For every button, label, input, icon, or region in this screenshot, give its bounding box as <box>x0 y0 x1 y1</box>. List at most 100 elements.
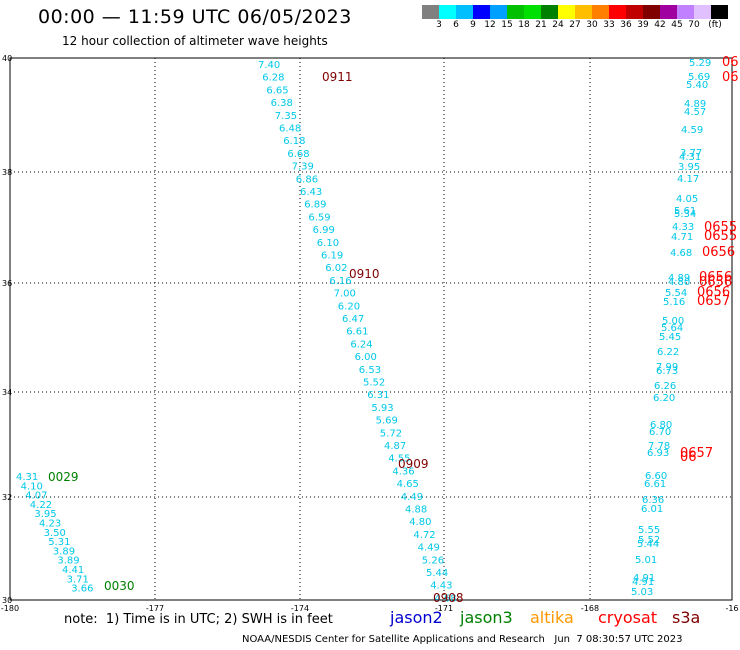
wave-height-value: 7.40 <box>258 60 280 71</box>
map-title: 00:00 — 11:59 UTC 06/05/2023 <box>38 6 352 28</box>
scale-tick-label: 12 <box>484 20 496 30</box>
wave-height-value: 6.24 <box>350 339 372 350</box>
scale-tick-label: 27 <box>569 20 581 30</box>
wave-height-value: 6.19 <box>321 251 343 262</box>
wave-height-value: 6.16 <box>329 276 351 287</box>
wave-height-value: 4.59 <box>681 125 703 136</box>
wave-height-value: 6.20 <box>653 393 675 404</box>
wave-height-value: 4.87 <box>384 441 406 452</box>
x-tick-label: -180 <box>1 604 19 613</box>
wave-height-value: 5.00 <box>662 316 684 327</box>
wave-height-value: 5.54 <box>665 288 687 299</box>
x-tick-label: -174 <box>291 604 309 613</box>
wave-height-value: 6.80 <box>650 420 672 431</box>
scale-tick-label: 33 <box>603 20 615 30</box>
scale-swatch <box>711 5 728 19</box>
scale-tick-label: 42 <box>654 20 666 30</box>
wave-height-value: 4.68 <box>670 248 692 259</box>
wave-height-value: 6.00 <box>355 352 377 363</box>
scale-tick-label: 15 <box>501 20 513 30</box>
y-tick-label: 38 <box>2 168 12 177</box>
pass-time-label: 06 <box>722 55 739 70</box>
x-tick-label: -168 <box>581 604 599 613</box>
pass-time-label: 0029 <box>48 470 79 484</box>
satellite-altika: altika <box>530 608 574 627</box>
scale-tick-label: 30 <box>586 20 598 30</box>
wave-height-value: 4.68 <box>434 593 456 604</box>
pass-time-label: 0657 <box>680 446 713 461</box>
satellite-cryosat: cryosat <box>598 608 658 627</box>
wave-height-value: 4.71 <box>671 232 693 243</box>
scale-swatch <box>575 5 592 19</box>
wave-height-value: 6.31 <box>367 390 389 401</box>
wave-height-value: 4.80 <box>409 517 431 528</box>
y-tick-label: 30 <box>2 596 12 605</box>
y-tick-label: 34 <box>2 388 12 397</box>
scale-swatch <box>439 5 456 19</box>
map-subtitle: 12 hour collection of altimeter wave hei… <box>62 34 328 48</box>
wave-height-value: 4.05 <box>676 194 698 205</box>
wave-height-value: 6.47 <box>342 314 364 325</box>
scale-swatch <box>541 5 558 19</box>
map-frame <box>9 57 733 601</box>
wave-height-value: 4.43 <box>430 581 452 592</box>
wave-height-value: 3.95 <box>678 162 700 173</box>
wave-height-value: 4.23 <box>39 519 61 530</box>
scale-tick-label: 45 <box>671 20 683 30</box>
satellite-jason2: jason2 <box>390 608 443 627</box>
pass-time-label: 0908 <box>433 591 464 605</box>
scale-swatch <box>592 5 609 19</box>
wave-height-value: 6.60 <box>645 471 667 482</box>
wave-height-value: 7.99 <box>656 362 678 373</box>
scale-swatch <box>507 5 524 19</box>
wave-height-value: 5.69 <box>376 416 398 427</box>
wave-height-value: 7.39 <box>292 162 314 173</box>
pass-time-label: 0911 <box>322 70 353 84</box>
wave-height-value: 5.01 <box>635 555 657 566</box>
scale-swatch <box>473 5 490 19</box>
scale-swatch <box>694 5 711 19</box>
wave-height-value: 4.80 <box>668 277 690 288</box>
wave-height-value: 6.53 <box>359 365 381 376</box>
x-tick-label: -16 <box>725 604 738 613</box>
wave-height-value: 4.88 <box>405 505 427 516</box>
wave-height-value: 4.55 <box>388 454 410 465</box>
wave-height-color-scale: 3 6 9 12 15 18 21 24 27 30 33 36 39 42 45 70 (ft) <box>422 5 730 31</box>
pass-time-label: 0655 <box>704 220 737 235</box>
pass-time-label: 0655 <box>704 229 737 244</box>
wave-height-value: 5.55 <box>638 525 660 536</box>
wave-height-value: 4.49 <box>401 492 423 503</box>
wave-height-value: 5.64 <box>661 323 683 334</box>
wave-height-value: 6.89 <box>304 200 326 211</box>
x-tick-label: -177 <box>146 604 164 613</box>
wave-height-value: 5.93 <box>371 403 393 414</box>
scale-tick-label: 18 <box>518 20 530 30</box>
pass-time-label: 0656 <box>702 245 735 260</box>
wave-height-value: 6.86 <box>296 174 318 185</box>
pass-time-label: 0910 <box>349 267 380 281</box>
wave-height-value: 5.31 <box>48 537 70 548</box>
wave-height-value: 6.28 <box>262 73 284 84</box>
wave-height-value: 4.17 <box>677 174 699 185</box>
wave-height-value: 4.91 <box>632 577 654 588</box>
wave-height-value: 6.70 <box>649 427 671 438</box>
wave-height-value: 7.00 <box>334 289 356 300</box>
wave-height-value: 3.77 <box>680 148 702 159</box>
wave-height-value: 4.89 <box>684 99 706 110</box>
wave-height-value: 4.36 <box>392 466 414 477</box>
color-scale-labels: 3 6 9 12 15 18 21 24 27 30 33 36 39 42 45 70 (ft) <box>422 19 730 31</box>
satellite-s3a: s3a <box>672 608 701 627</box>
wave-height-value: 6.26 <box>654 381 676 392</box>
wave-height-value: 4.89 <box>668 273 690 284</box>
scale-tick-label: 9 <box>470 20 476 30</box>
footer-note: note: 1) Time is in UTC; 2) SWH is in fe… <box>64 612 333 627</box>
wave-height-value: 5.52 <box>363 378 385 389</box>
wave-height-value: 4.49 <box>418 543 440 554</box>
wave-height-value: 5.26 <box>422 555 444 566</box>
wave-height-value: 6.68 <box>287 149 309 160</box>
pass-time-label: 0030 <box>104 579 135 593</box>
wave-height-value: 5.45 <box>659 332 681 343</box>
wave-height-value: 3.50 <box>44 528 66 539</box>
x-tick-label: -171 <box>435 604 453 613</box>
